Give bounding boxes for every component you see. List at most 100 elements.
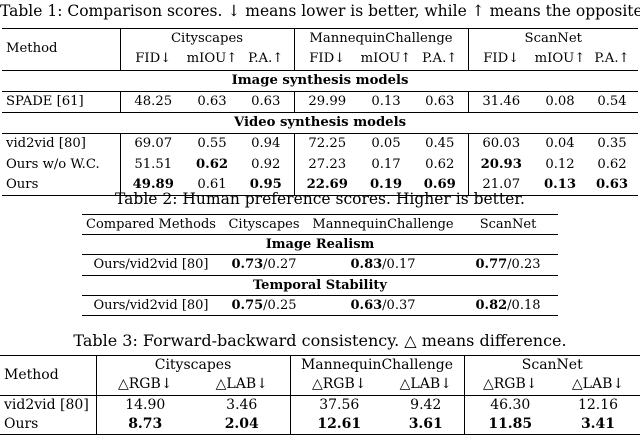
cell: 0.62 xyxy=(597,156,627,172)
metric-lab: △LAB↓ xyxy=(571,376,625,393)
cell: 0.04 xyxy=(545,136,575,152)
metric-pa: P.A.↑ xyxy=(412,49,469,71)
cell: 69.07 xyxy=(134,136,173,152)
cell: 21.07 xyxy=(482,177,521,193)
cell: 46.30 xyxy=(490,396,531,413)
cell-bold-value: 0.77 xyxy=(475,257,508,273)
table-row: Ours w/o W.C. 51.51 0.62 0.92 27.23 0.17… xyxy=(2,154,638,176)
cell: 20.93 xyxy=(480,156,522,172)
metric-miou: mIOU↑ xyxy=(186,51,238,67)
cell-bold-value: 0.63 xyxy=(350,297,383,313)
cell: 0.92 xyxy=(238,154,295,176)
cell: 0.54 xyxy=(597,93,627,109)
metric-miou: mIOU↑ xyxy=(360,51,412,67)
cell: 37.56 xyxy=(319,396,360,413)
cell: 3.41 xyxy=(580,415,616,432)
cell: 0.75/0.25 xyxy=(220,295,308,315)
metric-rgb: △RGB↓ xyxy=(311,376,367,393)
cell: 0.19 xyxy=(369,177,403,193)
metric-fid: FID↓ xyxy=(135,51,172,67)
cell: 0.13 xyxy=(371,93,401,109)
cell: 27.23 xyxy=(308,156,347,172)
cell: 0.82/0.18 xyxy=(458,295,558,315)
row-method: vid2vid [80] xyxy=(2,133,121,155)
cell-rest-value: /0.17 xyxy=(382,257,416,273)
cell: 3.61 xyxy=(388,414,465,435)
group-header-scannet: ScanNet xyxy=(521,357,583,373)
cell: 0.94 xyxy=(238,133,295,155)
cell: 0.08 xyxy=(545,93,575,109)
cell: 0.12 xyxy=(545,156,575,172)
row-method: SPADE [61] xyxy=(2,91,121,113)
metric-lab: △LAB↓ xyxy=(388,375,465,396)
cell: 9.42 xyxy=(388,395,465,415)
cell: 14.90 xyxy=(125,396,166,413)
cell: 0.95 xyxy=(238,175,295,196)
cell: 0.63 xyxy=(595,177,629,193)
table-row: Ours/vid2vid [80] 0.75/0.25 0.63/0.37 0.… xyxy=(82,295,558,316)
metric-rgb: △RGB↓ xyxy=(482,376,538,393)
group-header-cityscapes: Cityscapes xyxy=(120,28,295,50)
row-method: Ours/vid2vid [80] xyxy=(93,297,209,313)
metric-fid: FID↓ xyxy=(309,51,346,67)
cell: 0.63/0.37 xyxy=(308,295,458,315)
method-header: Method xyxy=(0,355,97,396)
cell-bold-value: 0.73 xyxy=(231,257,264,273)
cell: 0.63 xyxy=(238,91,295,113)
cell: 49.89 xyxy=(132,177,174,193)
table-row: Ours 49.89 0.61 0.95 22.69 0.19 0.69 21.… xyxy=(2,175,638,196)
cell: 0.13 xyxy=(543,177,577,193)
consistency-table: Method Cityscapes MannequinChallenge Sca… xyxy=(0,355,640,435)
row-method: Ours/vid2vid [80] xyxy=(93,257,209,273)
metric-pa: P.A.↑ xyxy=(594,51,630,67)
group-header-mannequin: MannequinChallenge xyxy=(294,28,469,50)
section-temporal-stability: Temporal Stability xyxy=(253,277,387,293)
header-mannequin: MannequinChallenge xyxy=(312,217,454,232)
metric-rgb: △RGB↓ xyxy=(117,376,173,393)
cell-bold-value: 0.83 xyxy=(350,257,383,273)
metric-miou: mIOU↑ xyxy=(534,51,586,67)
table-row: vid2vid [80] 14.90 3.46 37.56 9.42 46.30… xyxy=(0,395,640,415)
row-method: vid2vid [80] xyxy=(0,395,97,415)
row-method: Ours w/o W.C. xyxy=(2,154,121,176)
group-header-cityscapes: Cityscapes xyxy=(96,355,291,376)
cell: 8.73 xyxy=(128,415,163,432)
cell: 0.73/0.27 xyxy=(220,255,308,275)
cell: 51.51 xyxy=(134,156,173,172)
cell: 0.63 xyxy=(412,91,469,113)
table-row: Ours 8.73 2.04 12.61 3.61 11.85 3.41 xyxy=(0,414,640,435)
section-video-synthesis: Video synthesis models xyxy=(234,115,406,131)
cell: 0.83/0.17 xyxy=(308,255,458,275)
cell: 29.99 xyxy=(308,93,347,109)
cell: 3.46 xyxy=(194,395,291,415)
table1-caption: Table 1: Comparison scores. ↓ means lowe… xyxy=(0,2,640,20)
group-header-mannequin: MannequinChallenge xyxy=(290,355,465,376)
cell: 0.61 xyxy=(197,177,227,193)
cell: 0.62 xyxy=(412,154,469,176)
cell: 0.05 xyxy=(371,136,401,152)
header-compared-methods: Compared Methods xyxy=(86,217,216,232)
table3-caption: Table 3: Forward-backward consistency. △… xyxy=(73,331,567,350)
cell: 72.25 xyxy=(308,136,347,152)
row-method: Ours xyxy=(2,175,121,196)
group-header-scannet: ScanNet xyxy=(524,31,582,46)
cell: 31.46 xyxy=(482,93,521,109)
cell: 12.16 xyxy=(577,396,619,413)
method-header: Method xyxy=(2,28,121,71)
cell: 2.04 xyxy=(194,414,291,435)
comparison-table: Method Cityscapes MannequinChallenge Sca… xyxy=(2,28,638,196)
cell: 60.03 xyxy=(482,136,521,152)
cell: 12.61 xyxy=(317,415,362,432)
cell-rest-value: /0.25 xyxy=(263,297,297,313)
cell-rest-value: /0.18 xyxy=(507,297,541,313)
cell: 0.77/0.23 xyxy=(458,255,558,275)
metric-lab: △LAB↓ xyxy=(194,375,291,396)
cell: 0.62 xyxy=(195,156,229,172)
preference-table: Compared Methods Cityscapes MannequinCha… xyxy=(82,214,558,316)
cell: 48.25 xyxy=(134,93,173,109)
cell: 0.45 xyxy=(412,133,469,155)
table-row: SPADE [61] 48.25 0.63 0.63 29.99 0.13 0.… xyxy=(2,91,638,113)
cell-rest-value: /0.27 xyxy=(263,257,297,273)
table2-caption: Table 2: Human preference scores. Higher… xyxy=(115,190,525,208)
header-scannet: ScanNet xyxy=(479,217,537,232)
